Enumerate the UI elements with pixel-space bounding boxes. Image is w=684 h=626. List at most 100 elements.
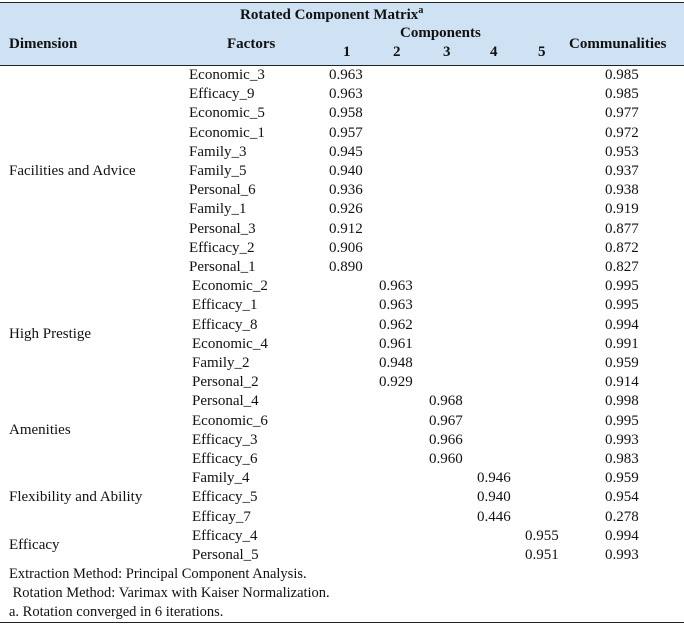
factor-cell: Efficacy_2 <box>189 239 255 256</box>
loading-cell-component-1: 0.906 <box>329 239 363 256</box>
communality-cell: 0.872 <box>605 239 639 256</box>
loading-cell-component-1: 0.958 <box>329 105 363 122</box>
communality-cell: 0.991 <box>605 335 639 352</box>
factor-cell: Efficacy_9 <box>189 86 255 103</box>
factor-cell: Efficacy_8 <box>192 316 258 333</box>
table-title: Rotated Component Matrixa <box>240 5 423 24</box>
communality-cell: 0.983 <box>605 451 639 467</box>
factor-cell: Economic_6 <box>192 412 268 429</box>
factor-cell: Efficacy_1 <box>192 297 258 314</box>
factor-cell: Economic_5 <box>189 105 265 122</box>
communality-cell: 0.985 <box>605 67 639 83</box>
factor-cell: Personal_4 <box>192 393 259 410</box>
component-number-2: 2 <box>393 44 401 60</box>
communality-cell: 0.995 <box>605 297 639 314</box>
loading-cell-component-1: 0.912 <box>329 220 363 237</box>
factor-cell: Family_5 <box>189 163 247 179</box>
factor-cell: Efficay_7 <box>192 508 251 525</box>
footnote-line: Extraction Method: Principal Component A… <box>9 566 307 582</box>
component-number-5: 5 <box>538 44 546 60</box>
loading-cell-component-3: 0.968 <box>429 393 463 410</box>
loading-cell-component-1: 0.963 <box>329 67 363 83</box>
factor-cell: Economic_1 <box>189 124 265 141</box>
loading-cell-component-2: 0.963 <box>379 278 413 295</box>
loading-cell-component-3: 0.960 <box>429 451 463 467</box>
factor-cell: Personal_1 <box>189 259 256 275</box>
loading-cell-component-2: 0.948 <box>379 355 413 371</box>
factor-cell: Economic_4 <box>192 335 268 352</box>
communality-cell: 0.877 <box>605 220 639 237</box>
table-title-text: Rotated Component Matrix <box>240 7 419 23</box>
dimension-label: Flexibility and Ability <box>9 489 143 506</box>
loading-cell-component-4: 0.946 <box>477 470 511 487</box>
factor-cell: Personal_3 <box>189 220 256 237</box>
components-header: Components <box>400 25 481 41</box>
table-title-footnote-marker: a <box>418 5 424 16</box>
communalities-header: Communalities <box>569 36 667 52</box>
factor-cell: Personal_2 <box>192 374 259 391</box>
loading-cell-component-1: 0.963 <box>329 86 363 103</box>
table-header-band <box>0 2 684 66</box>
factor-cell: Economic_3 <box>189 67 265 83</box>
loading-cell-component-2: 0.962 <box>379 316 413 333</box>
communality-cell: 0.993 <box>605 547 639 563</box>
factor-cell: Efficacy_5 <box>192 489 258 506</box>
communality-cell: 0.994 <box>605 527 639 544</box>
bottom-rule <box>0 622 684 623</box>
communality-cell: 0.998 <box>605 393 639 410</box>
dimension-label: Efficacy <box>9 537 60 554</box>
communality-cell: 0.977 <box>605 105 639 122</box>
factor-cell: Personal_5 <box>192 547 259 563</box>
communality-cell: 0.954 <box>605 489 639 506</box>
loading-cell-component-1: 0.890 <box>329 259 363 275</box>
factor-cell: Efficacy_6 <box>192 451 258 467</box>
loading-cell-component-1: 0.926 <box>329 201 363 218</box>
dimension-label: Amenities <box>9 422 71 439</box>
communality-cell: 0.959 <box>605 470 639 487</box>
communality-cell: 0.972 <box>605 124 639 141</box>
communality-cell: 0.914 <box>605 374 639 391</box>
communality-cell: 0.919 <box>605 201 639 218</box>
factors-header: Factors <box>227 36 276 52</box>
factor-cell: Family_3 <box>189 143 247 160</box>
component-number-1: 1 <box>343 44 351 60</box>
factor-cell: Economic_2 <box>192 278 268 295</box>
component-number-3: 3 <box>443 44 451 60</box>
dimension-label: Facilities and Advice <box>9 163 136 179</box>
communality-cell: 0.993 <box>605 431 639 448</box>
factor-cell: Efficacy_4 <box>192 527 258 544</box>
communality-cell: 0.985 <box>605 86 639 103</box>
communality-cell: 0.937 <box>605 163 639 179</box>
communality-cell: 0.827 <box>605 259 639 275</box>
loading-cell-component-1: 0.945 <box>329 143 363 160</box>
factor-cell: Family_2 <box>192 355 250 371</box>
dimension-header: Dimension <box>9 36 78 52</box>
loading-cell-component-2: 0.963 <box>379 297 413 314</box>
loading-cell-component-4: 0.446 <box>477 508 511 525</box>
loading-cell-component-2: 0.929 <box>379 374 413 391</box>
loading-cell-component-5: 0.951 <box>525 547 559 563</box>
loading-cell-component-3: 0.966 <box>429 431 463 448</box>
communality-cell: 0.278 <box>605 508 639 525</box>
communality-cell: 0.995 <box>605 412 639 429</box>
factor-cell: Family_1 <box>189 201 247 218</box>
factor-cell: Personal_6 <box>189 182 256 199</box>
factor-cell: Efficacy_3 <box>192 431 258 448</box>
communality-cell: 0.994 <box>605 316 639 333</box>
loading-cell-component-3: 0.967 <box>429 412 463 429</box>
communality-cell: 0.938 <box>605 182 639 199</box>
footnote-line: a. Rotation converged in 6 iterations. <box>9 604 224 620</box>
communality-cell: 0.959 <box>605 355 639 371</box>
factor-cell: Family_4 <box>192 470 250 487</box>
loading-cell-component-1: 0.957 <box>329 124 363 141</box>
loading-cell-component-2: 0.961 <box>379 335 413 352</box>
loading-cell-component-5: 0.955 <box>525 527 559 544</box>
dimension-label: High Prestige <box>9 326 92 343</box>
loading-cell-component-1: 0.940 <box>329 163 363 179</box>
loading-cell-component-1: 0.936 <box>329 182 363 199</box>
component-number-4: 4 <box>490 44 498 60</box>
communality-cell: 0.953 <box>605 143 639 160</box>
communality-cell: 0.995 <box>605 278 639 295</box>
loading-cell-component-4: 0.940 <box>477 489 511 506</box>
